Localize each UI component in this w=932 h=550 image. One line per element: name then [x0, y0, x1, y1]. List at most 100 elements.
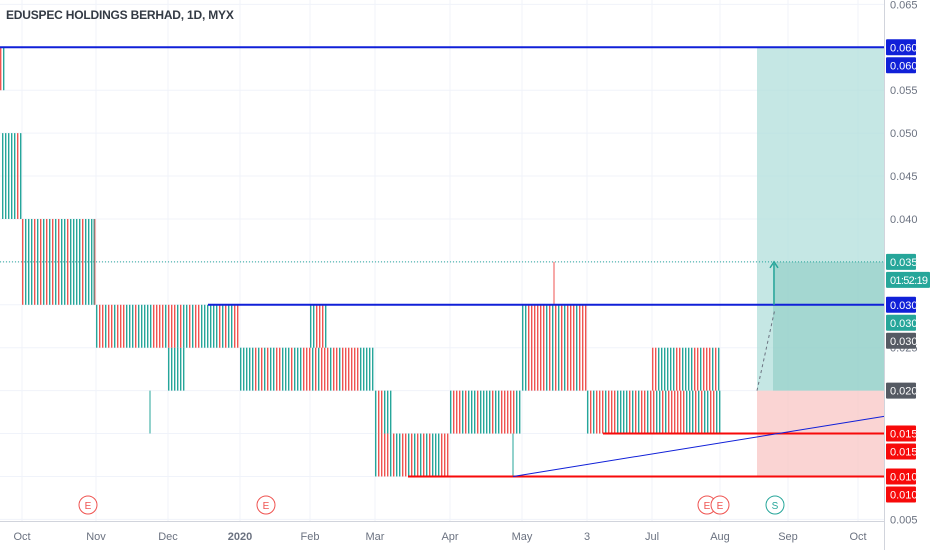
ascending-trendline[interactable] — [512, 415, 885, 477]
x-tick-label: Apr — [441, 531, 458, 543]
candle — [420, 433, 422, 477]
candle — [402, 433, 404, 477]
price-tag — [886, 443, 916, 460]
candle — [156, 304, 158, 348]
candle — [387, 433, 389, 477]
candle — [306, 347, 308, 391]
price-tag-label: 0.035 — [890, 257, 918, 269]
candle — [258, 347, 260, 391]
price-tag-label: 0.020 — [890, 386, 918, 398]
candle — [716, 390, 718, 434]
candle — [249, 347, 251, 391]
candle — [549, 304, 551, 391]
candle — [426, 433, 428, 477]
candle — [429, 433, 431, 477]
x-tick-label: Feb — [301, 531, 320, 543]
price-tag-label: 0.010 — [890, 489, 918, 501]
price-axis[interactable]: 0.065 0.060 0.055 0.050 0.045 0.040 0.035 0.030… — [884, 0, 932, 550]
price-tag — [886, 39, 916, 56]
candle — [516, 390, 518, 434]
candle — [540, 304, 542, 391]
candle — [34, 218, 36, 305]
candle — [408, 433, 410, 477]
candle — [519, 390, 521, 434]
price-tag — [886, 382, 916, 399]
candle — [673, 347, 675, 391]
candle — [99, 304, 101, 348]
candle — [126, 304, 128, 348]
candle — [492, 390, 494, 434]
candle — [590, 390, 592, 434]
candle — [453, 390, 455, 434]
candle — [312, 347, 314, 391]
candle — [49, 218, 51, 305]
candle — [694, 347, 696, 391]
candle — [715, 347, 717, 391]
candle — [5, 133, 7, 219]
candle — [76, 218, 78, 305]
time-axis[interactable]: Oct Nov Dec 2020 Feb Mar Apr May 3 Jul Aug Sep Oct — [0, 521, 884, 544]
candle — [174, 304, 176, 348]
candle — [417, 433, 419, 477]
candle — [138, 304, 140, 348]
candle — [534, 304, 536, 391]
candle — [369, 347, 371, 391]
candle — [438, 433, 440, 477]
target-zone[interactable] — [757, 47, 884, 391]
candle — [141, 304, 143, 348]
price-tag — [886, 253, 916, 270]
candle — [91, 218, 93, 305]
earnings-marker-icon[interactable]: E — [78, 495, 98, 515]
candle — [441, 433, 443, 477]
candle — [698, 390, 700, 434]
candle — [246, 347, 248, 391]
candle — [204, 304, 206, 348]
realized-zone — [773, 261, 884, 391]
y-tick-label: 0.040 — [890, 214, 918, 226]
candle — [661, 347, 663, 391]
candle — [14, 133, 16, 219]
earnings-marker-icon[interactable]: E — [256, 495, 276, 515]
candle — [348, 347, 350, 391]
candle — [387, 390, 389, 434]
candle — [321, 347, 323, 391]
split-marker-icon[interactable]: S — [765, 495, 785, 515]
candle — [327, 347, 329, 391]
candle — [237, 304, 239, 348]
y-tick-label: 0.005 — [890, 514, 918, 526]
candle — [46, 218, 48, 305]
candle — [680, 390, 682, 434]
candle — [579, 304, 581, 391]
candle — [709, 347, 711, 391]
candle — [405, 433, 407, 477]
earnings-marker-icon[interactable]: E — [710, 495, 730, 515]
y-tick-label: 0.045 — [890, 171, 918, 183]
candle — [372, 347, 374, 391]
arrow-head-icon — [769, 260, 779, 269]
candle — [96, 304, 98, 348]
candle — [555, 304, 557, 391]
candle — [480, 390, 482, 434]
candle — [132, 304, 134, 348]
price-tag — [886, 296, 916, 313]
candle — [689, 390, 691, 434]
candle — [593, 390, 595, 434]
candle — [602, 390, 604, 434]
candle — [623, 390, 625, 434]
candle — [198, 304, 200, 348]
candle — [381, 390, 383, 434]
candle — [528, 304, 530, 391]
candle — [363, 347, 365, 391]
candle — [8, 133, 10, 219]
candle — [252, 347, 254, 391]
candle — [617, 390, 619, 434]
candle — [168, 347, 170, 391]
candle — [55, 218, 57, 305]
candle — [129, 304, 131, 348]
candle — [3, 47, 5, 91]
candle — [354, 347, 356, 391]
candle — [450, 390, 452, 434]
candle — [712, 347, 714, 391]
candle — [489, 390, 491, 434]
